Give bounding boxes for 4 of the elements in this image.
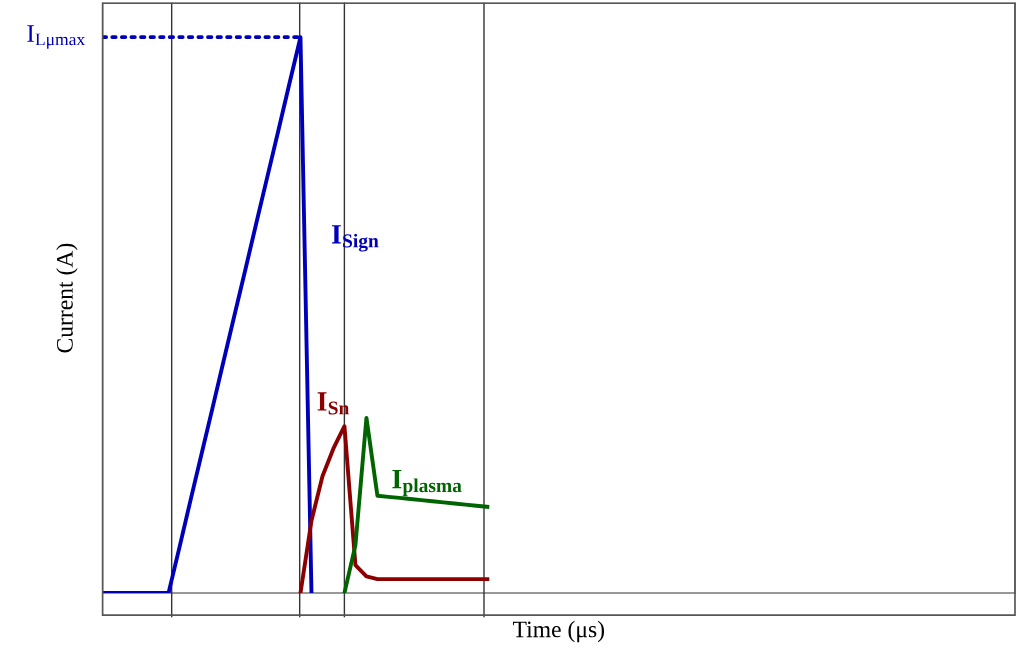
- series-label: I$_{Lμmax}$: [27, 25, 85, 49]
- series-label: I$_{plasma}$: [392, 469, 462, 497]
- y-axis-title: Current (A): [56, 243, 78, 353]
- x-axis-title: Time (μs): [512, 620, 604, 643]
